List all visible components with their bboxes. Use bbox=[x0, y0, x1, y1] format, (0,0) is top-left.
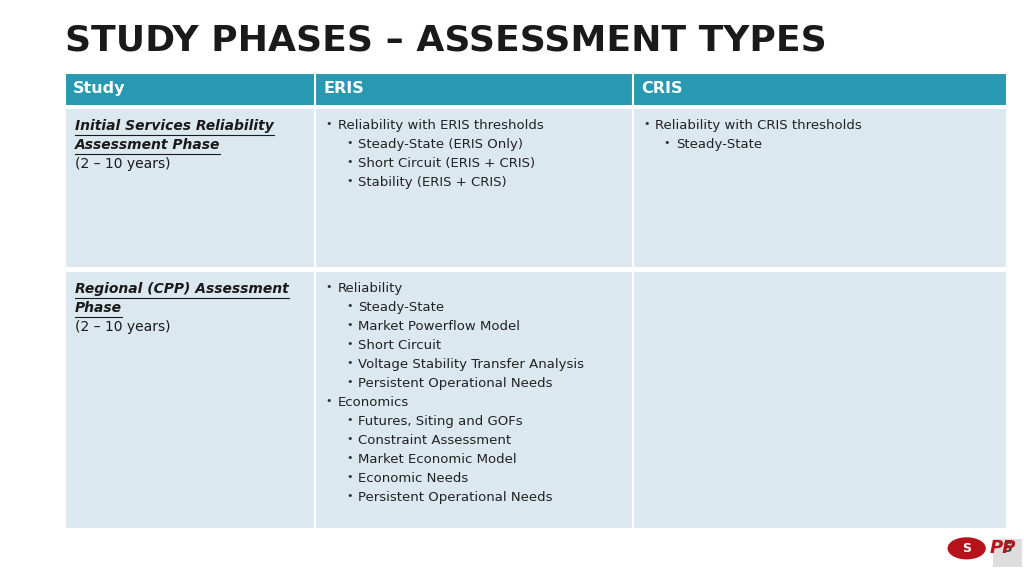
Text: S: S bbox=[963, 542, 971, 555]
Text: •: • bbox=[346, 301, 352, 311]
Text: Persistent Operational Needs: Persistent Operational Needs bbox=[358, 491, 553, 505]
Text: •: • bbox=[346, 138, 352, 148]
Text: Study: Study bbox=[73, 81, 125, 97]
Text: ERIS: ERIS bbox=[324, 81, 365, 97]
Text: Steady-State: Steady-State bbox=[358, 301, 444, 314]
Text: Assessment Phase: Assessment Phase bbox=[75, 138, 220, 152]
Circle shape bbox=[948, 538, 985, 559]
Text: (2 – 10 years): (2 – 10 years) bbox=[75, 157, 170, 171]
Text: Persistent Operational Needs: Persistent Operational Needs bbox=[358, 377, 553, 391]
Text: Steady-State (ERIS Only): Steady-State (ERIS Only) bbox=[358, 138, 523, 151]
Text: Initial Services Reliability: Initial Services Reliability bbox=[75, 119, 273, 133]
Text: Phase: Phase bbox=[75, 301, 122, 315]
Text: •: • bbox=[643, 119, 649, 129]
Text: Market Powerflow Model: Market Powerflow Model bbox=[358, 320, 520, 334]
Bar bbox=[993, 539, 1022, 567]
Bar bbox=[65, 271, 1007, 529]
Text: •: • bbox=[346, 434, 352, 444]
Bar bbox=[65, 108, 1007, 268]
Text: Short Circuit: Short Circuit bbox=[358, 339, 441, 353]
Text: •: • bbox=[346, 320, 352, 330]
Text: •: • bbox=[326, 119, 332, 129]
Text: •: • bbox=[346, 472, 352, 482]
Text: •: • bbox=[346, 453, 352, 463]
Text: 5: 5 bbox=[1002, 541, 1013, 555]
Text: •: • bbox=[346, 377, 352, 387]
Text: •: • bbox=[346, 176, 352, 186]
Text: Short Circuit (ERIS + CRIS): Short Circuit (ERIS + CRIS) bbox=[358, 157, 536, 170]
Text: PP: PP bbox=[989, 539, 1016, 558]
Text: •: • bbox=[346, 491, 352, 501]
Text: •: • bbox=[346, 415, 352, 425]
Text: Constraint Assessment: Constraint Assessment bbox=[358, 434, 512, 448]
Text: •: • bbox=[326, 282, 332, 292]
Bar bbox=[65, 73, 1007, 105]
Text: Reliability with CRIS thresholds: Reliability with CRIS thresholds bbox=[655, 119, 862, 132]
Text: Steady-State: Steady-State bbox=[676, 138, 762, 151]
Text: Stability (ERIS + CRIS): Stability (ERIS + CRIS) bbox=[358, 176, 507, 190]
Text: Futures, Siting and GOFs: Futures, Siting and GOFs bbox=[358, 415, 523, 429]
Text: Economic Needs: Economic Needs bbox=[358, 472, 469, 486]
Text: Regional (CPP) Assessment: Regional (CPP) Assessment bbox=[75, 282, 289, 296]
Text: Market Economic Model: Market Economic Model bbox=[358, 453, 517, 467]
Text: Voltage Stability Transfer Analysis: Voltage Stability Transfer Analysis bbox=[358, 358, 585, 372]
Text: Reliability: Reliability bbox=[338, 282, 403, 295]
Text: •: • bbox=[326, 396, 332, 406]
Text: •: • bbox=[346, 339, 352, 349]
Text: STUDY PHASES – ASSESSMENT TYPES: STUDY PHASES – ASSESSMENT TYPES bbox=[65, 23, 826, 57]
Text: •: • bbox=[346, 358, 352, 368]
Text: Reliability with ERIS thresholds: Reliability with ERIS thresholds bbox=[338, 119, 544, 132]
Text: •: • bbox=[664, 138, 670, 148]
Text: Economics: Economics bbox=[338, 396, 410, 410]
Text: (2 – 10 years): (2 – 10 years) bbox=[75, 320, 170, 334]
Text: CRIS: CRIS bbox=[641, 81, 683, 97]
Text: •: • bbox=[346, 157, 352, 167]
